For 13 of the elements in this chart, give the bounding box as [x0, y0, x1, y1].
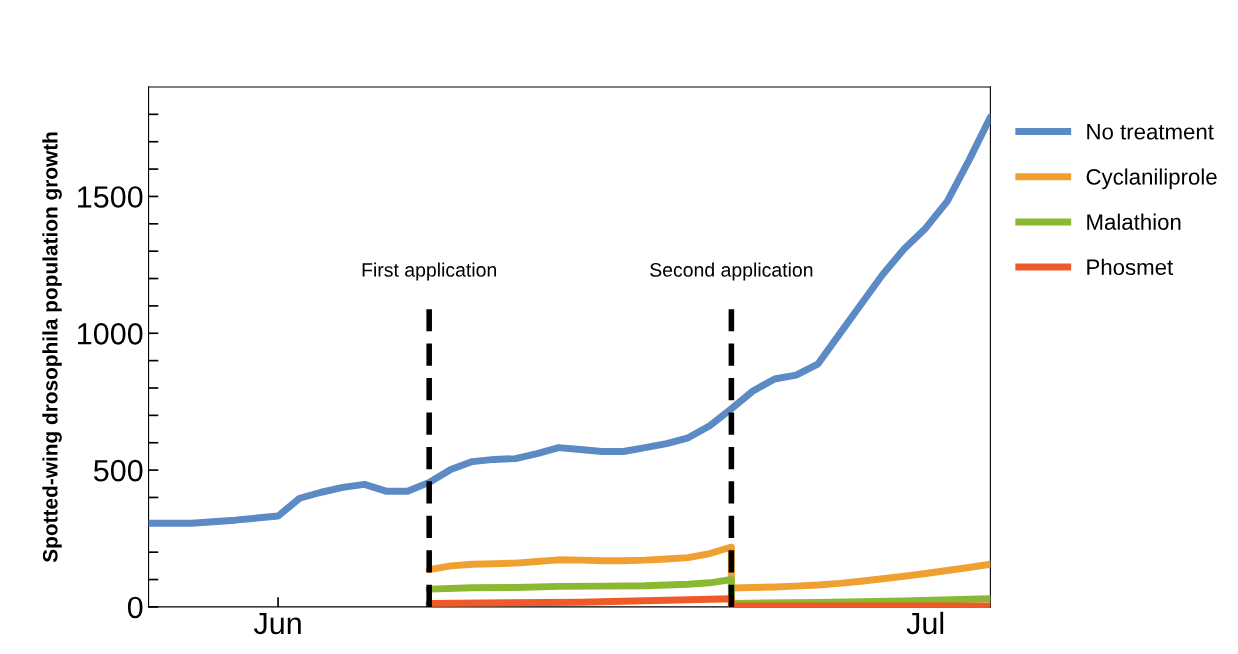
ref-line-label: Second application: [650, 262, 813, 281]
x-tick-label: Jul: [906, 611, 944, 635]
x-tick-label: Jun: [253, 612, 301, 635]
y-tick-label: 1500: [78, 186, 143, 208]
legend-label: No treatment: [1087, 124, 1214, 140]
legend-label: Cyclaniliprole: [1086, 168, 1217, 190]
y-tick-label: 0: [127, 596, 143, 619]
y-tick-label: 1000: [78, 323, 143, 345]
y-tick-label: 500: [93, 459, 143, 482]
legend-label: Malathion: [1087, 213, 1181, 230]
legend-label: Phosmet: [1087, 258, 1174, 276]
ref-line-label: First application: [362, 262, 496, 281]
y-axis-title: Spotted-wing drosophila population growth: [42, 132, 62, 563]
